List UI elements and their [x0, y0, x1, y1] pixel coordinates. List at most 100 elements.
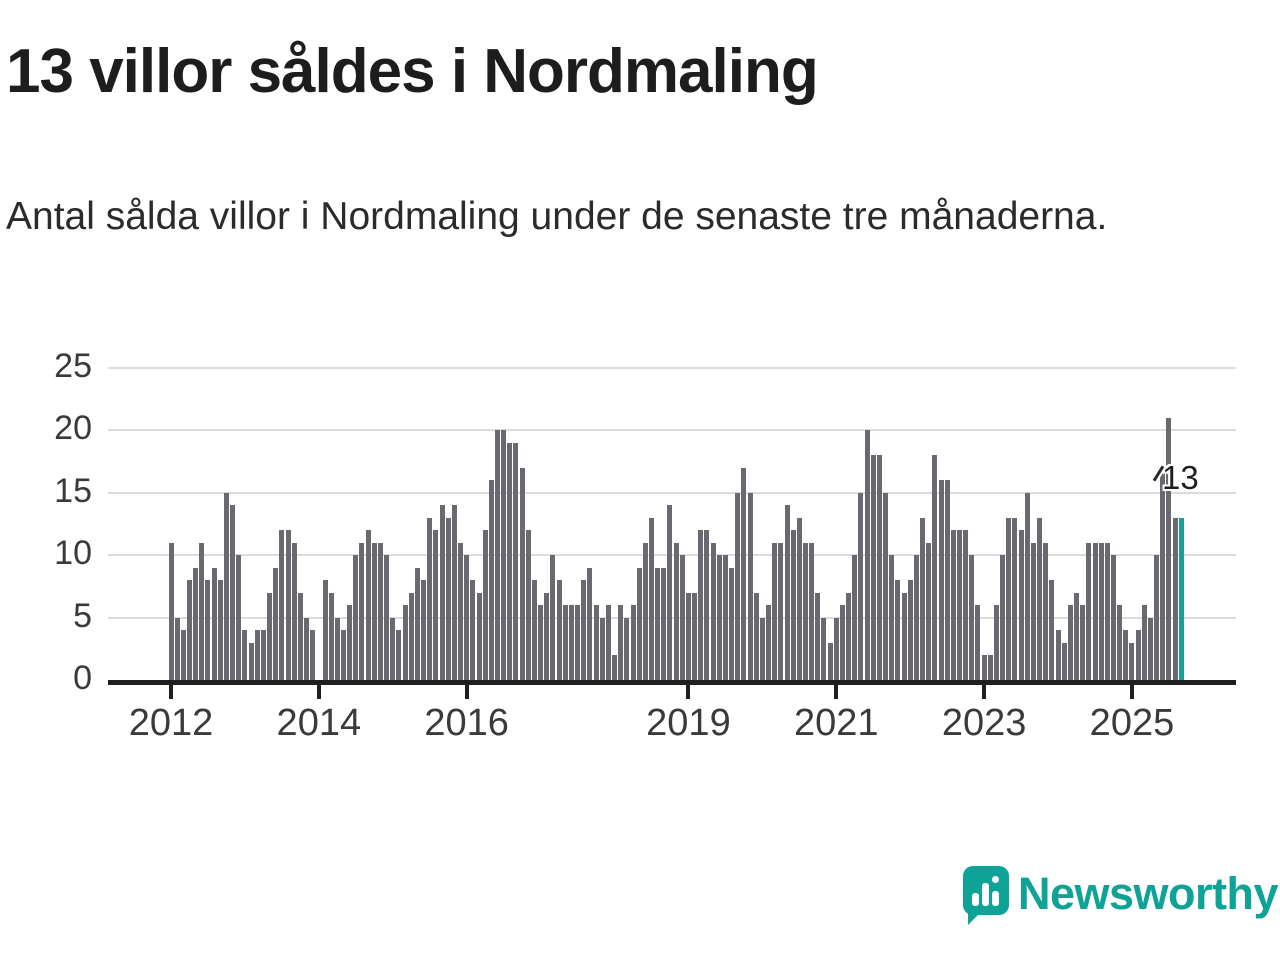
bar — [1104, 542, 1110, 680]
bar — [451, 505, 457, 680]
bar — [735, 492, 741, 680]
bar — [710, 542, 716, 680]
bar — [205, 580, 211, 680]
bar — [482, 530, 488, 680]
bar — [778, 542, 784, 680]
bar — [285, 530, 291, 680]
bar — [784, 505, 790, 680]
bar — [1147, 617, 1153, 680]
bar — [729, 567, 735, 680]
bar — [384, 555, 390, 680]
x-axis-tick-label: 2023 — [941, 702, 1027, 744]
bar — [704, 530, 710, 680]
bar — [981, 655, 987, 680]
y-axis-tick-label: 15 — [54, 471, 92, 510]
bar — [987, 655, 993, 680]
bar — [304, 617, 310, 680]
bar — [1018, 530, 1024, 680]
bar — [846, 592, 852, 680]
bar — [254, 630, 260, 680]
bar — [236, 555, 242, 680]
bar — [230, 505, 236, 680]
highlighted-current-bar — [1178, 517, 1184, 680]
bar — [667, 505, 673, 680]
bar — [581, 580, 587, 680]
x-axis-tick-label: 2021 — [793, 702, 879, 744]
bar — [815, 592, 821, 680]
newsworthy-logo: Newsworthy — [963, 866, 1280, 926]
bar — [525, 530, 531, 680]
bar — [790, 530, 796, 680]
bar — [390, 617, 396, 680]
bar — [692, 592, 698, 680]
gridline — [108, 491, 1236, 494]
bar — [913, 555, 919, 680]
bar — [1154, 555, 1160, 680]
x-axis-tick — [169, 685, 173, 699]
x-axis-tick — [982, 685, 987, 699]
bar — [950, 530, 956, 680]
bar — [1043, 542, 1049, 680]
bar — [1123, 630, 1129, 680]
x-axis-tick-label: 2025 — [1089, 702, 1175, 744]
bar — [975, 605, 981, 680]
bar — [630, 605, 636, 680]
bar — [279, 530, 285, 680]
bar — [802, 542, 808, 680]
bar — [568, 605, 574, 680]
bar — [796, 517, 802, 680]
x-axis-tick — [316, 685, 321, 699]
bar — [673, 542, 679, 680]
bar — [458, 542, 464, 680]
bar — [655, 567, 661, 680]
bar — [1135, 630, 1141, 680]
bar — [1000, 555, 1006, 680]
bar — [396, 630, 402, 680]
x-axis-tick-label: 2019 — [646, 702, 731, 744]
x-axis-tick-label: 2014 — [276, 702, 362, 744]
bar — [248, 642, 254, 680]
bar — [827, 642, 833, 680]
bar — [421, 580, 427, 680]
bar — [488, 480, 494, 680]
bar — [587, 567, 593, 680]
bar — [1024, 492, 1030, 680]
bar — [772, 542, 778, 680]
bar — [648, 517, 654, 680]
bar — [833, 617, 839, 680]
bar — [593, 605, 599, 680]
bar — [809, 542, 815, 680]
bar — [895, 580, 901, 680]
bar — [766, 605, 772, 680]
bar — [470, 580, 476, 680]
bar — [852, 555, 858, 680]
bar — [661, 567, 667, 680]
y-axis-tick-label: 10 — [54, 534, 92, 573]
x-axis-tick-label: 2016 — [424, 702, 509, 744]
bar — [624, 617, 630, 680]
bar — [741, 467, 747, 680]
y-axis-tick-label: 20 — [54, 409, 92, 448]
y-axis-tick-label: 0 — [73, 659, 92, 697]
bar — [340, 630, 346, 680]
bar — [679, 555, 685, 680]
bar — [267, 592, 273, 680]
bar — [926, 542, 932, 680]
bar — [920, 517, 926, 680]
bar — [439, 505, 445, 680]
bar — [747, 492, 753, 680]
bar — [839, 605, 845, 680]
bar — [464, 555, 470, 680]
bar — [365, 530, 371, 680]
bar — [242, 630, 248, 680]
bar — [353, 555, 359, 680]
bar — [334, 617, 340, 680]
bar — [433, 530, 439, 680]
bar — [612, 655, 618, 680]
bar — [211, 567, 217, 680]
last-bar-value-label: 13 — [1162, 459, 1199, 496]
bar — [328, 592, 334, 680]
bar — [1092, 542, 1098, 680]
bar — [322, 580, 328, 680]
